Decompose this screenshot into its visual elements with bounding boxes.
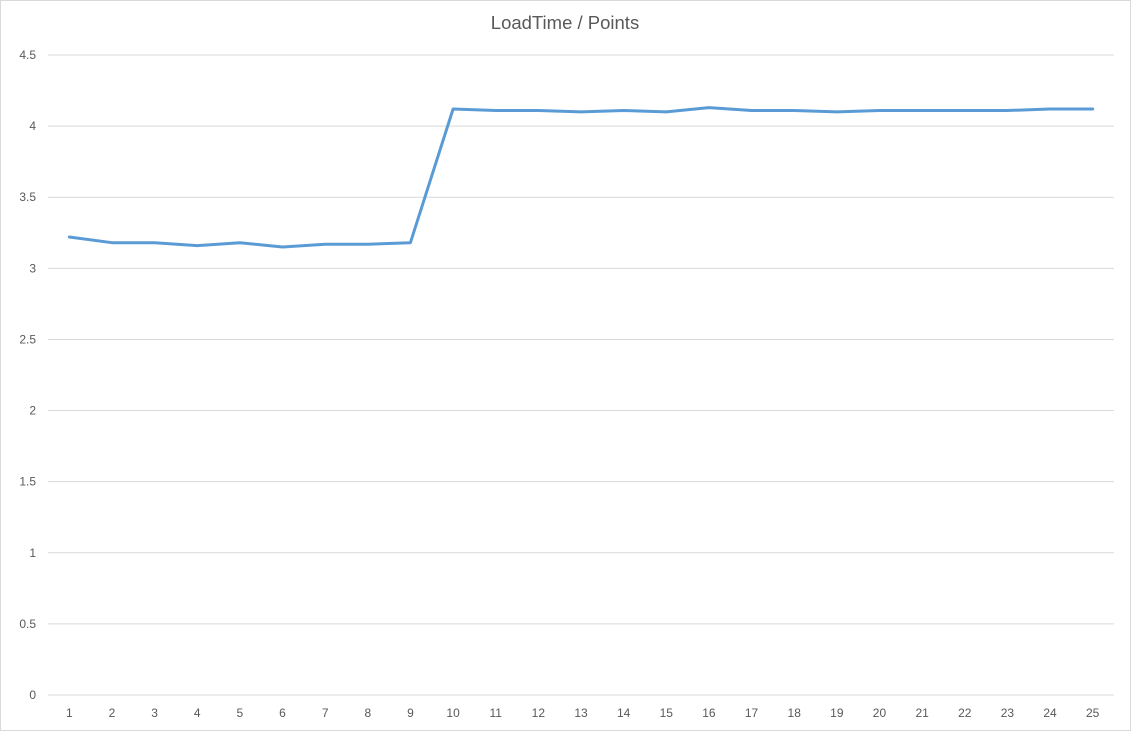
x-tick-label: 1 [66, 706, 73, 720]
y-tick-label: 3.5 [19, 190, 36, 204]
y-tick-label: 3 [29, 261, 36, 275]
gridlines [48, 54, 1114, 696]
x-tick-label: 13 [574, 706, 588, 720]
x-tick-label: 18 [788, 706, 802, 720]
x-tick-label: 20 [873, 706, 887, 720]
x-tick-label: 17 [745, 706, 759, 720]
y-axis-tick-labels: 0 0.5 1 1.5 2 2.5 3 3.5 4 4.5 [19, 48, 36, 702]
x-tick-label: 10 [446, 706, 460, 720]
x-tick-label: 2 [109, 706, 116, 720]
x-tick-label: 15 [660, 706, 674, 720]
x-tick-label: 6 [279, 706, 286, 720]
y-tick-label: 2.5 [19, 332, 36, 346]
x-tick-label: 24 [1043, 706, 1057, 720]
y-tick-label: 1.5 [19, 475, 36, 489]
x-tick-label: 9 [407, 706, 414, 720]
y-tick-label: 2 [29, 404, 36, 418]
x-tick-label: 19 [830, 706, 844, 720]
series-line [67, 106, 1095, 249]
x-axis-tick-labels: 1 2 3 4 5 6 7 8 9 10 11 12 13 14 15 16 17 18 19 20 21 22 23 24 2… [66, 706, 1100, 720]
y-tick-label: 4 [29, 119, 36, 133]
x-tick-label: 4 [194, 706, 201, 720]
x-tick-label: 23 [1001, 706, 1015, 720]
y-tick-label: 1 [29, 546, 36, 560]
x-tick-label: 14 [617, 706, 631, 720]
x-tick-label: 22 [958, 706, 972, 720]
x-tick-label: 8 [364, 706, 371, 720]
x-tick-label: 21 [915, 706, 929, 720]
series-lines [67, 106, 1095, 249]
x-tick-label: 11 [489, 706, 502, 720]
y-tick-label: 0 [29, 688, 36, 702]
x-tick-label: 16 [702, 706, 716, 720]
x-tick-label: 3 [151, 706, 158, 720]
x-tick-label: 25 [1086, 706, 1100, 720]
chart-title: LoadTime / Points [491, 12, 639, 33]
y-tick-label: 4.5 [19, 48, 36, 62]
y-tick-label: 0.5 [19, 617, 36, 631]
x-tick-label: 12 [532, 706, 546, 720]
x-tick-label: 5 [237, 706, 244, 720]
x-tick-label: 7 [322, 706, 329, 720]
